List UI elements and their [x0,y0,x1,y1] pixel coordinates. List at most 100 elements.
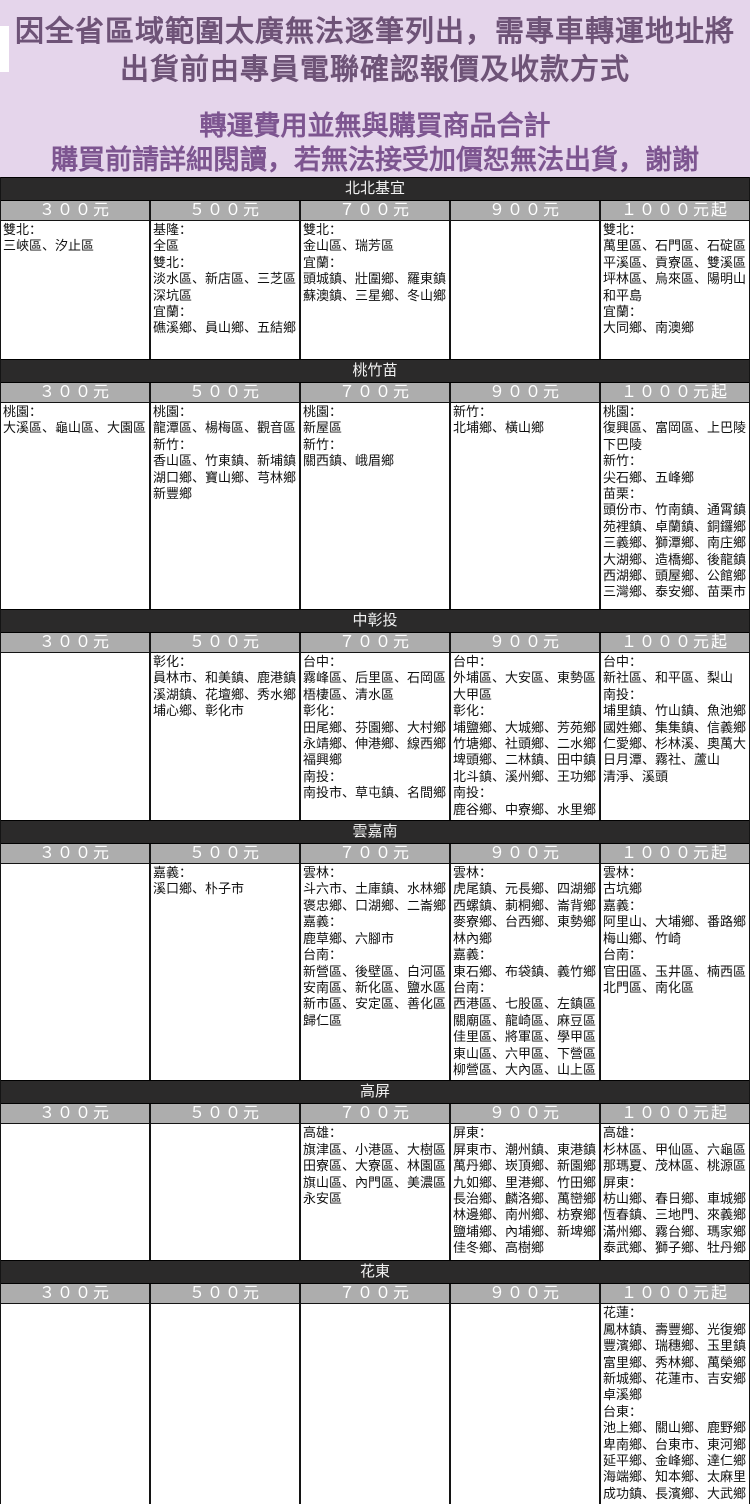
region-list-line: 東石鄉、布袋鎮、義竹鄉 [453,963,597,979]
region-group-label: 雲林： [603,865,643,881]
price-header-cell: ５００元 [151,1104,301,1125]
region-group-label: 屏東： [453,1125,493,1141]
region-cell: 雲林： 斗六市、土庫鎮、水林鄉 褒忠鄉、口湖鄉、二崙鄉 嘉義： 鹿草鄉、六腳市 台南： 新營… [301,864,451,1081]
region-group-label: 雙北： [303,222,343,237]
region-cell: 桃園： 復興區、富岡區、上巴陵 下巴陵 新竹： 尖石鄉、五峰鄉 苗栗： 頭份市、竹南鎮、通霄… [601,403,749,609]
region-list-line: 國姓鄉、集集鎮、信義鄉 [603,719,747,735]
region-body-row: 嘉義： 溪口鄉、朴子市 雲林： 斗六市、土庫鎮、水林鄉 褒忠鄉、口湖鄉、二崙鄉 嘉義： 鹿草… [1,864,749,1081]
region-list-line: 霧峰區、后里區、石岡區 [303,670,447,686]
region-cell: 新竹： 北埔鄉、橫山鄉 [451,403,601,609]
price-header-cell: ７００元 [301,844,451,865]
region-list-line: 蘇澳鎮、三星鄉、冬山鄉 [303,287,447,303]
region-list-line: 新市區、安定區、善化區 [303,996,447,1012]
price-header-cell: ３００元 [1,844,151,865]
region-list-line: 泰武鄉、獅子鄉、牡丹鄉 [603,1240,747,1256]
region-list-line: 大溪區、龜山區、大園區 [3,420,147,436]
region-group-label: 嘉義： [303,914,343,930]
region-list-line: 全區 [153,238,180,254]
price-header-cell: ９００元 [451,383,601,403]
region-list-line: 安南區、新化區、鹽水區 [303,979,447,995]
region-list-line: 大甲區 [453,686,493,702]
region-list-line: 三峽區、汐止區 [3,238,95,254]
region-list-line: 竹塘鄉、社頭鄉、二水鄉 [453,736,597,752]
region-list-line: 和平島 [603,287,643,303]
region-cell: 雙北： 三峽區、汐止區 [1,221,151,359]
region-list-line: 尖石鄉、五峰鄉 [603,469,695,485]
region-list-line: 西螺鎮、莿桐鄉、崙背鄉 [453,897,597,913]
price-header-cell: ７００元 [301,1284,451,1305]
region-list-line: 苑裡鎮、卓蘭鎮、銅鑼鄉 [603,518,747,534]
region-group-label: 基隆： [153,222,193,237]
region-cell: 嘉義： 溪口鄉、朴子市 [151,864,301,1081]
region-list-line: 北斗鎮、溪州鄉、王功鄉 [453,768,597,784]
section-title-bar: 花東 [1,1260,749,1285]
region-list-line: 枋山鄉、春日鄉、車城鄉 [603,1190,747,1206]
section-title-bar: 桃竹苗 [1,359,749,383]
price-header-cell: ９００元 [451,201,601,221]
notice-line-4: 購買前請詳細閱讀，若無法接受加價恕無法出貨，謝謝 [51,145,699,175]
region-cell: 雙北： 金山區、瑞芳區 宜蘭： 頭城鎮、壯圍鄉、羅東鎮 蘇澳鎮、三星鄉、冬山鄉 [301,221,451,359]
scan-artifact [0,26,9,72]
region-list-line: 淡水區、新店區、三芝區 [153,271,297,287]
region-group-label: 雙北： [153,254,193,270]
region-cell: 桃園： 大溪區、龜山區、大園區 [1,403,151,609]
region-list-line: 虎尾鎮、元長鄉、四湖鄉 [453,881,597,897]
region-group-label: 台南： [303,947,343,963]
region-cell [1,1124,151,1261]
price-header-cell: ９００元 [451,1284,601,1305]
region-cell: 雙北： 萬里區、石門區、石碇區 平溪區、貢寮區、雙溪區 坪林區、烏來區、陽明山 和平島宜… [601,221,749,359]
region-body-row: 彰化： 員林市、和美鎮、鹿港鎮 溪湖鎮、花壇鄉、秀水鄉 埔心鄉、彰化市 台中： 霧峰區、后… [1,653,749,821]
region-cell [1,1304,151,1504]
region-list-line: 鹿谷鄉、中寮鄉、水里鄉 [453,801,597,817]
region-list-line: 關西鎮、峨眉鄉 [303,453,395,469]
shipping-fee-table: 北北基宜 ３００元 ５００元 ７００元 ９００元 １０００元起 雙北： 三峽區、汐止區 基隆：全… [0,177,750,1504]
region-group-label: 宜蘭： [603,304,643,320]
region-list-line: 柳營區、大內區、山上區 [453,1061,597,1077]
region-group-label: 台南： [603,947,643,963]
region-group-label: 彰化： [153,654,193,669]
region-cell: 桃園： 龍潭區、楊梅區、觀音區 新竹： 香山區、竹東鎮、新埔鎮 湖口鄉、寶山鄉、芎林鄉新… [151,403,301,609]
region-list-line: 埔鹽鄉、大城鄉、芳苑鄉 [453,719,597,735]
region-list-line: 滿州鄉、霧台鄉、瑪家鄉 [603,1223,747,1239]
region-list-line: 那瑪夏、茂林區、桃源區 [603,1158,747,1174]
region-group-label: 新竹： [303,436,343,452]
price-header-cell: ９００元 [451,1104,601,1125]
region-group-label: 桃園： [303,404,343,419]
price-header-cell: ３００元 [1,1104,151,1125]
region-group-label: 台東： [603,1403,643,1419]
region-list-line: 新營區、後壁區、白河區 [303,963,447,979]
region-group-label: 新竹： [153,436,193,452]
region-cell: 雲林： 虎尾鎮、元長鄉、四湖鄉 西螺鎮、莿桐鄉、崙背鄉 麥寮鄉、台西鄉、東勢鄉 林內鄉嘉… [451,864,601,1081]
region-list-line: 恆春鎮、三地門、來義鄉 [603,1207,747,1223]
section-title-bar: 北北基宜 [1,177,749,201]
region-cell: 台中： 外埔區、大安區、東勢區 大甲區 彰化： 埔鹽鄉、大城鄉、芳苑鄉 竹塘鄉、社頭鄉、二… [451,653,601,821]
price-header-row: ３００元 ５００元 ７００元 ９００元 １０００元起 [1,633,749,653]
region-list-line: 麥寮鄉、台西鄉、東勢鄉 [453,914,597,930]
price-header-row: ３００元 ５００元 ７００元 ９００元 １０００元起 [1,1284,749,1305]
region-list-line: 坪林區、烏來區、陽明山 [603,271,747,287]
region-list-line: 三義鄉、獅潭鄉、南庄鄉 [603,535,747,551]
region-group-label: 宜蘭： [303,254,343,270]
region-cell: 雲林： 古坑鄉 嘉義： 阿里山、大埔鄉、番路鄉 梅山鄉、竹崎 台南： 官田區、玉井區、楠西區… [601,864,749,1081]
notice-line-3: 轉運費用並無與購買商品合計 [199,111,551,141]
region-group-label: 嘉義： [603,897,643,913]
region-list-line: 三灣鄉、泰安鄉、苗栗市 [603,584,747,600]
region-list-line: 香山區、竹東鎮、新埔鎮 [153,453,297,469]
price-header-cell: ７００元 [301,1104,451,1125]
banner-spacer [0,89,750,109]
price-header-row: ３００元 ５００元 ７００元 ９００元 １０００元起 [1,1104,749,1125]
fee-section: 花東 ３００元 ５００元 ７００元 ９００元 １０００元起 花蓮： 鳳林鎮、壽豐鄉、光復鄉 豐濱… [1,1260,749,1504]
region-list-line: 溪湖鎮、花壇鄉、秀水鄉 [153,686,297,702]
fee-section: 桃竹苗 ３００元 ５００元 ７００元 ９００元 １０００元起 桃園： 大溪區、龜山區、大園區桃… [1,359,749,609]
region-group-label: 苗栗： [603,486,643,502]
region-group-label: 屏東： [603,1174,643,1190]
region-list-line: 永安區 [303,1190,343,1206]
region-list-line: 湖口鄉、寶山鄉、芎林鄉 [153,469,297,485]
region-list-line: 復興區、富岡區、上巴陵 [603,420,747,436]
notice-line-1: 因全省區域範圍太廣無法逐筆列出，需專車轉運地址將 [14,16,735,48]
region-list-line: 日月潭、霧社、蘆山 [603,752,721,768]
region-list-line: 屏東市、潮州鎮、東港鎮 [453,1141,597,1157]
region-list-line: 富里鄉、秀林鄉、萬榮鄉 [603,1354,747,1370]
price-header-row: ３００元 ５００元 ７００元 ９００元 １０００元起 [1,844,749,865]
price-header-cell: ５００元 [151,844,301,865]
